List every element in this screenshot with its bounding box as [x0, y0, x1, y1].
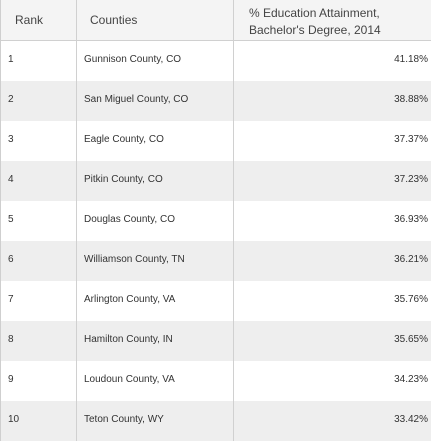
- county-cell: Teton County, WY: [77, 401, 234, 441]
- county-cell-text: Douglas County, CO: [84, 214, 175, 225]
- county-cell: Loudoun County, VA: [77, 361, 234, 401]
- column-header-rank[interactable]: Rank: [1, 0, 77, 40]
- table-row[interactable]: 2 San Miguel County, CO 38.88%: [1, 81, 431, 121]
- rank-cell: 4: [1, 161, 77, 201]
- value-cell: 36.21%: [234, 241, 431, 281]
- value-cell-text: 38.88%: [394, 94, 428, 105]
- county-cell-text: San Miguel County, CO: [84, 94, 189, 105]
- column-header-counties[interactable]: Counties: [77, 0, 234, 40]
- value-cell: 38.88%: [234, 81, 431, 121]
- rank-cell-text: 7: [8, 294, 14, 305]
- value-cell-text: 41.18%: [394, 54, 428, 65]
- rank-cell: 3: [1, 121, 77, 161]
- value-cell-text: 35.76%: [394, 294, 428, 305]
- county-cell-text: Loudoun County, VA: [84, 374, 175, 385]
- rank-cell: 6: [1, 241, 77, 281]
- table-row[interactable]: 8 Hamilton County, IN 35.65%: [1, 321, 431, 361]
- value-cell: 41.18%: [234, 41, 431, 81]
- value-cell-text: 36.93%: [394, 214, 428, 225]
- rank-cell-text: 8: [8, 334, 14, 345]
- rank-cell: 9: [1, 361, 77, 401]
- county-cell: Gunnison County, CO: [77, 41, 234, 81]
- value-cell-text: 37.23%: [394, 174, 428, 185]
- value-cell: 35.76%: [234, 281, 431, 321]
- value-cell: 37.37%: [234, 121, 431, 161]
- value-cell: 35.65%: [234, 321, 431, 361]
- table-body: 1 Gunnison County, CO 41.18% 2 San Miguel Co…: [1, 41, 431, 441]
- rank-cell: 2: [1, 81, 77, 121]
- rank-cell: 7: [1, 281, 77, 321]
- value-cell-text: 34.23%: [394, 374, 428, 385]
- table-row[interactable]: 6 Williamson County, TN 36.21%: [1, 241, 431, 281]
- county-cell-text: Teton County, WY: [84, 414, 164, 425]
- rank-cell-text: 2: [8, 94, 14, 105]
- column-header-rank-label: Rank: [15, 13, 44, 27]
- table-row[interactable]: 4 Pitkin County, CO 37.23%: [1, 161, 431, 201]
- county-cell-text: Pitkin County, CO: [84, 174, 163, 185]
- rank-cell-text: 6: [8, 254, 14, 265]
- county-cell: Douglas County, CO: [77, 201, 234, 241]
- county-cell-text: Gunnison County, CO: [84, 54, 182, 65]
- county-cell: Hamilton County, IN: [77, 321, 234, 361]
- rank-cell-text: 1: [8, 54, 14, 65]
- value-cell-text: 35.65%: [394, 334, 428, 345]
- table-row[interactable]: 1 Gunnison County, CO 41.18%: [1, 41, 431, 81]
- column-header-education-attainment-label: % Education Attainment, Bachelor's Degre…: [249, 6, 381, 37]
- value-cell: 37.23%: [234, 161, 431, 201]
- rank-cell: 10: [1, 401, 77, 441]
- county-cell: San Miguel County, CO: [77, 81, 234, 121]
- county-cell: Eagle County, CO: [77, 121, 234, 161]
- column-header-counties-label: Counties: [90, 13, 138, 27]
- rank-cell-text: 5: [8, 214, 14, 225]
- table-row[interactable]: 5 Douglas County, CO 36.93%: [1, 201, 431, 241]
- table-row[interactable]: 7 Arlington County, VA 35.76%: [1, 281, 431, 321]
- table-row[interactable]: 9 Loudoun County, VA 34.23%: [1, 361, 431, 401]
- rank-cell-text: 10: [8, 414, 20, 425]
- county-cell-text: Hamilton County, IN: [84, 334, 173, 345]
- rank-cell-text: 3: [8, 134, 14, 145]
- value-cell: 33.42%: [234, 401, 431, 441]
- rank-cell-text: 9: [8, 374, 14, 385]
- county-cell-text: Arlington County, VA: [84, 294, 176, 305]
- table-row[interactable]: 3 Eagle County, CO 37.37%: [1, 121, 431, 161]
- table-header: Rank Counties % Education Attainment, Ba…: [1, 0, 431, 41]
- rank-cell: 8: [1, 321, 77, 361]
- rank-cell: 1: [1, 41, 77, 81]
- county-cell-text: Williamson County, TN: [84, 254, 185, 265]
- value-cell-text: 37.37%: [394, 134, 428, 145]
- value-cell-text: 33.42%: [394, 414, 428, 425]
- column-header-education-attainment[interactable]: % Education Attainment, Bachelor's Degre…: [234, 0, 431, 40]
- value-cell-text: 36.21%: [394, 254, 428, 265]
- rank-cell: 5: [1, 201, 77, 241]
- county-cell-text: Eagle County, CO: [84, 134, 164, 145]
- county-cell: Arlington County, VA: [77, 281, 234, 321]
- table-row[interactable]: 10 Teton County, WY 33.42%: [1, 401, 431, 441]
- value-cell: 36.93%: [234, 201, 431, 241]
- county-cell: Pitkin County, CO: [77, 161, 234, 201]
- value-cell: 34.23%: [234, 361, 431, 401]
- rank-cell-text: 4: [8, 174, 14, 185]
- county-cell: Williamson County, TN: [77, 241, 234, 281]
